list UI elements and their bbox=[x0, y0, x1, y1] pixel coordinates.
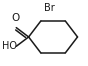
Text: HO: HO bbox=[2, 41, 17, 51]
Text: Br: Br bbox=[44, 3, 55, 13]
Text: O: O bbox=[12, 13, 20, 23]
